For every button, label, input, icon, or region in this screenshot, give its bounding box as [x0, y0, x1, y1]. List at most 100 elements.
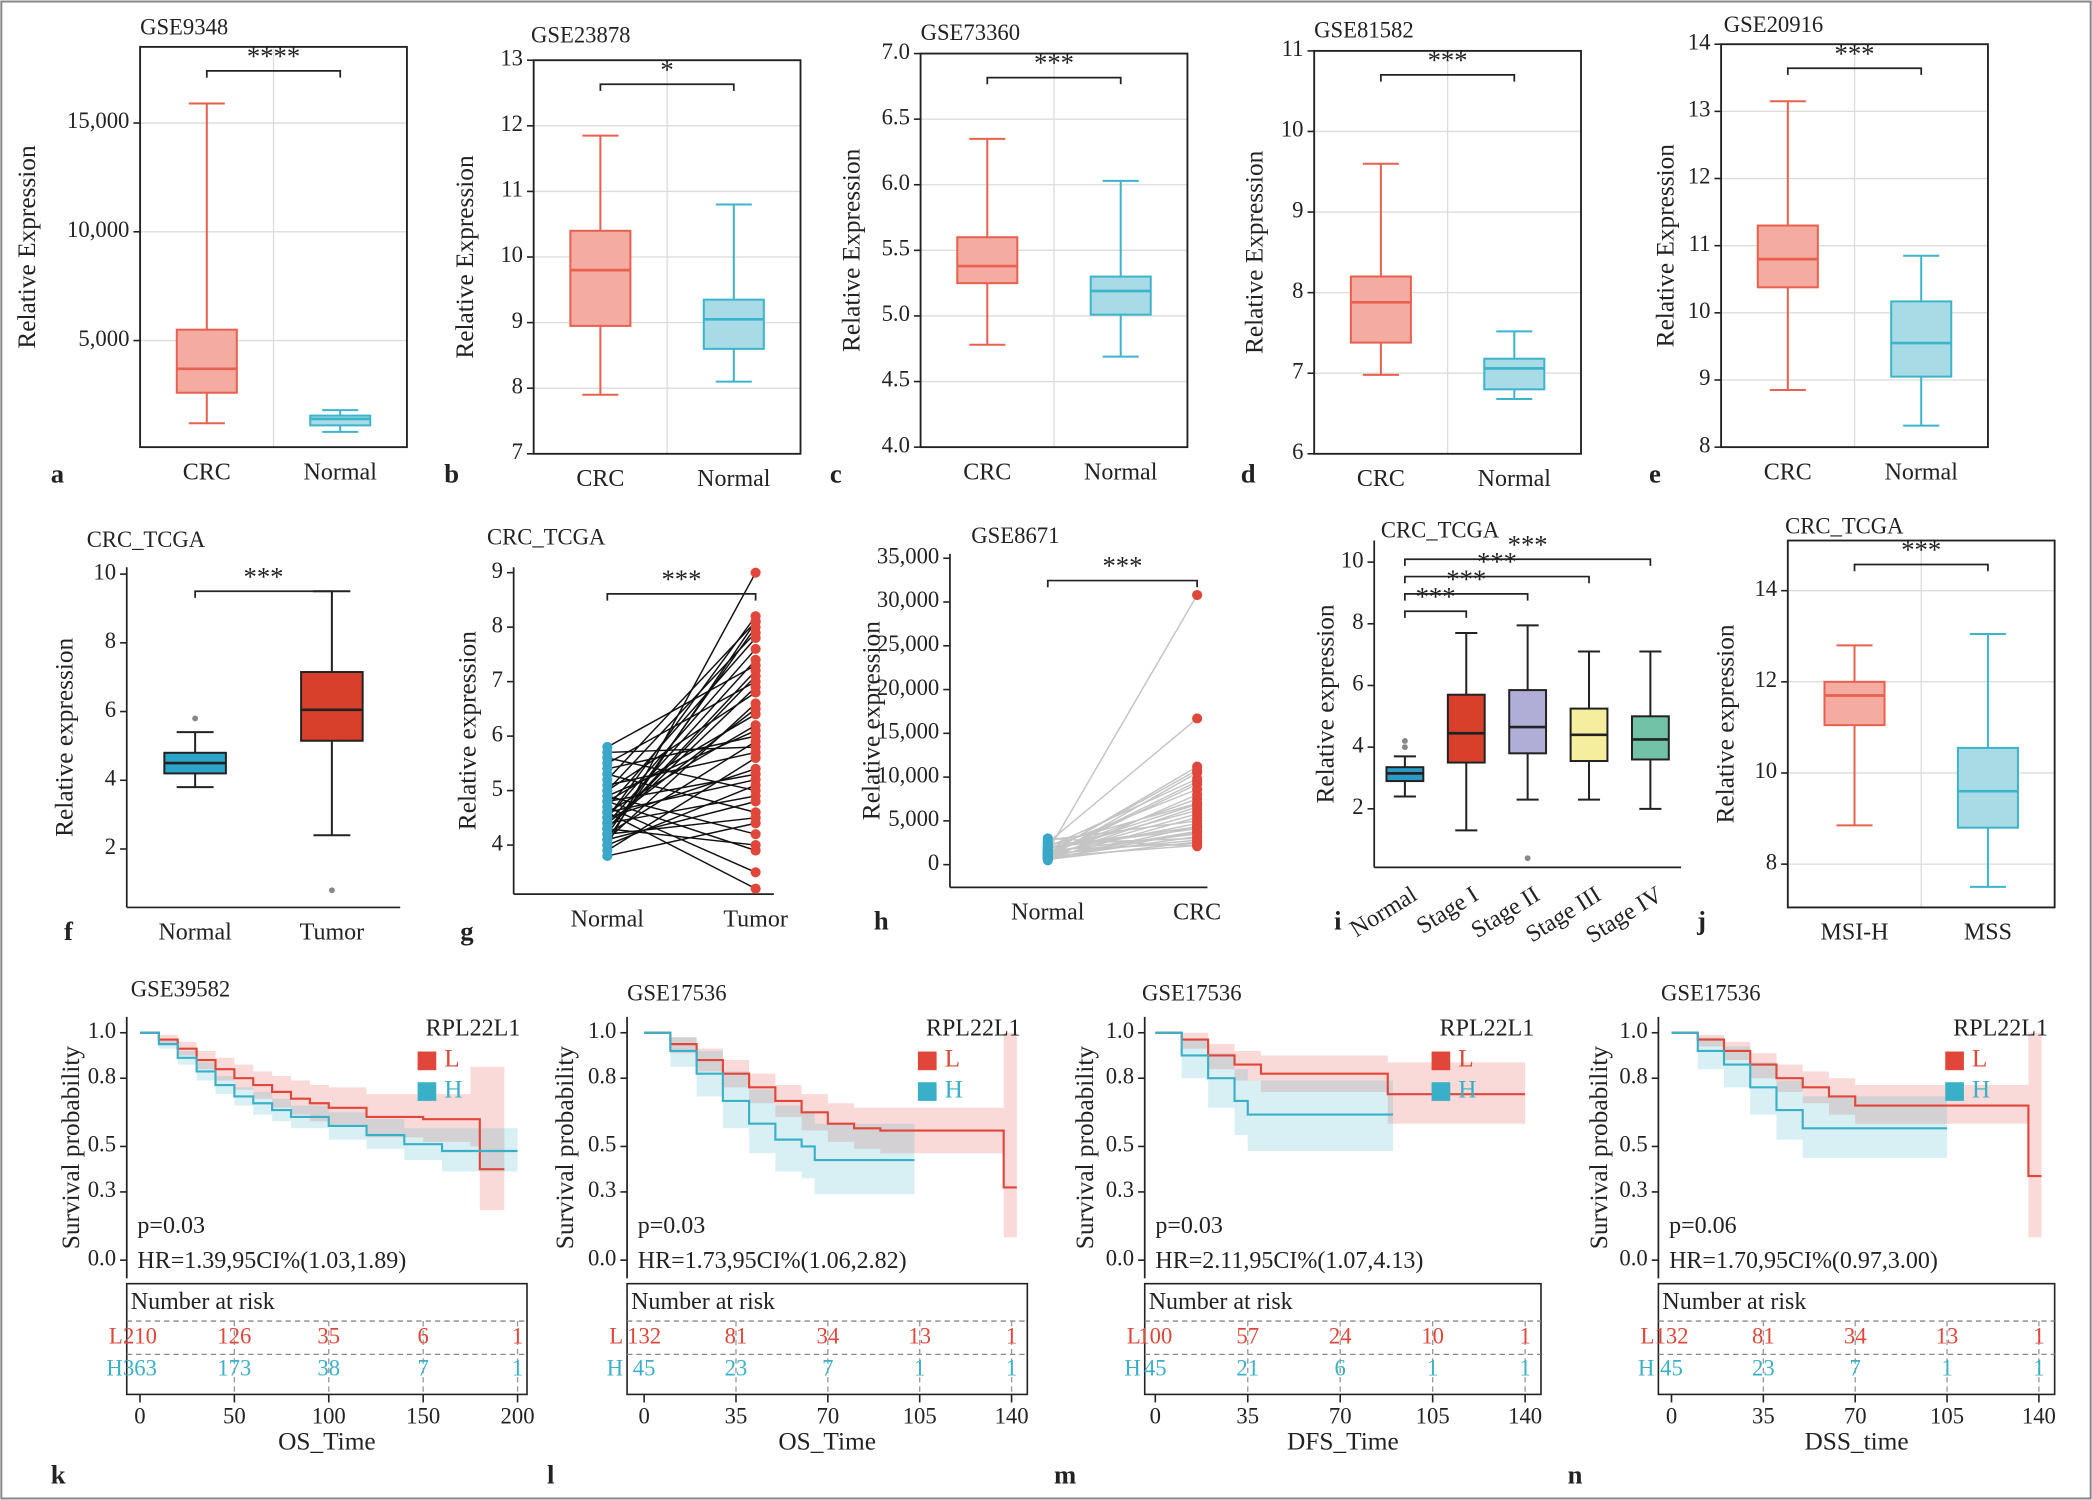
pair-line [606, 621, 757, 781]
y-tick-label: 12 [1688, 164, 1711, 189]
y-tick-label: 9 [492, 558, 503, 583]
x-tick-label: 140 [995, 1404, 1029, 1429]
pair-line [606, 702, 757, 841]
y-tick-label: 12 [1754, 667, 1777, 692]
legend-swatch [417, 1051, 437, 1071]
panel-letter: l [547, 1459, 554, 1489]
x-tick-label: 140 [2022, 1404, 2056, 1429]
x-tick-label: Normal [571, 906, 645, 932]
point [1192, 589, 1203, 601]
risk-table-title: Number at risk [631, 1289, 775, 1315]
significance-label: *** [243, 561, 283, 591]
legend-swatch [917, 1082, 937, 1101]
point [750, 812, 761, 823]
significance-label: *** [1034, 48, 1074, 78]
y-tick-label: 8 [105, 628, 116, 653]
y-tick-label: 5,000 [78, 326, 129, 351]
risk-count: 34 [817, 1324, 840, 1349]
x-tick-label: 140 [1508, 1404, 1542, 1429]
panel-title: GSE17536 [1661, 981, 1761, 1006]
point [750, 687, 761, 698]
legend-label: L [1458, 1045, 1473, 1073]
significance-label: *** [1477, 547, 1517, 577]
x-tick-label: 105 [903, 1404, 937, 1429]
point [750, 665, 761, 676]
panel-title: GSE39582 [131, 977, 231, 1002]
significance-label: *** [1102, 551, 1142, 581]
risk-count: 363 [123, 1356, 157, 1381]
panel-letter: c [830, 459, 842, 489]
y-tick-label: 13 [500, 45, 523, 70]
risk-count: 6 [1335, 1356, 1346, 1381]
y-axis-label: Relative expression [453, 631, 481, 830]
significance-label: *** [1428, 45, 1468, 75]
significance-bracket [1404, 610, 1468, 618]
x-axis-label: DFS_Time [1287, 1428, 1399, 1456]
panel-title: GSE17536 [627, 981, 727, 1006]
y-tick-label: 0.0 [588, 1245, 616, 1270]
legend-swatch [1431, 1082, 1451, 1101]
significance-bracket [606, 593, 757, 601]
point [602, 796, 613, 807]
p-value: p=0.03 [137, 1213, 205, 1239]
point [750, 676, 761, 687]
plot-frame [1313, 49, 1582, 455]
x-tick-label: 200 [501, 1404, 535, 1429]
x-tick-label: 70 [1844, 1404, 1867, 1429]
y-tick-label: 10 [1281, 117, 1304, 142]
point [750, 829, 761, 840]
y-axis-label: Survival probability [57, 1046, 85, 1250]
y-axis-label: Survival probability [1071, 1046, 1099, 1250]
significance-label: **** [247, 41, 300, 71]
legend-swatch [1945, 1082, 1964, 1101]
panel-letter: g [460, 916, 474, 946]
plot-frame [1720, 43, 1989, 449]
point [750, 867, 761, 878]
significance-label: *** [1508, 529, 1548, 559]
y-tick-label: 6 [1352, 671, 1363, 696]
risk-count: 100 [1138, 1324, 1172, 1349]
significance-bracket [1404, 575, 1590, 584]
risk-table-title: Number at risk [1149, 1289, 1293, 1315]
panel-letter: n [1568, 1459, 1583, 1489]
x-tick-label: CRC [1357, 466, 1405, 492]
pair-line [606, 615, 757, 819]
risk-count: 1 [1427, 1356, 1438, 1381]
risk-table-title: Number at risk [131, 1289, 275, 1315]
risk-count: 1 [512, 1356, 523, 1381]
risk-count: 45 [1660, 1356, 1683, 1381]
panel-letter: f [64, 916, 74, 946]
risk-count: 173 [217, 1356, 251, 1381]
box [1756, 224, 1819, 289]
confidence-band [1155, 1032, 1526, 1124]
survival-curve [139, 1031, 518, 1153]
risk-count: 34 [1844, 1324, 1867, 1349]
y-tick-label: 11 [501, 177, 523, 202]
panel-title: CRC_TCGA [1785, 514, 1904, 539]
y-tick-label: 8 [512, 373, 523, 398]
panel-title: GSE73360 [921, 20, 1021, 45]
significance-bracket [1853, 563, 1989, 572]
risk-count: 132 [1655, 1324, 1689, 1349]
box [1089, 275, 1152, 316]
x-tick-label: CRC [1173, 900, 1221, 926]
y-tick-label: 4 [492, 830, 503, 855]
panel-letter: m [1054, 1459, 1076, 1489]
box [300, 671, 364, 742]
p-value: p=0.03 [1155, 1213, 1223, 1239]
pair-line [606, 664, 756, 748]
risk-count: 6 [417, 1324, 428, 1349]
significance-label: *** [661, 564, 701, 594]
risk-count: 10 [1421, 1324, 1444, 1349]
y-tick-label: 1.0 [1106, 1018, 1134, 1043]
risk-count: 13 [908, 1324, 931, 1349]
significance-label: * [660, 54, 673, 84]
point [1192, 827, 1203, 838]
box [1630, 715, 1670, 761]
x-tick-label: 100 [312, 1404, 346, 1429]
risk-count: 45 [633, 1356, 656, 1381]
risk-count: 1 [1519, 1324, 1530, 1349]
pair-line [607, 800, 756, 841]
x-tick-label: CRC [963, 459, 1011, 485]
